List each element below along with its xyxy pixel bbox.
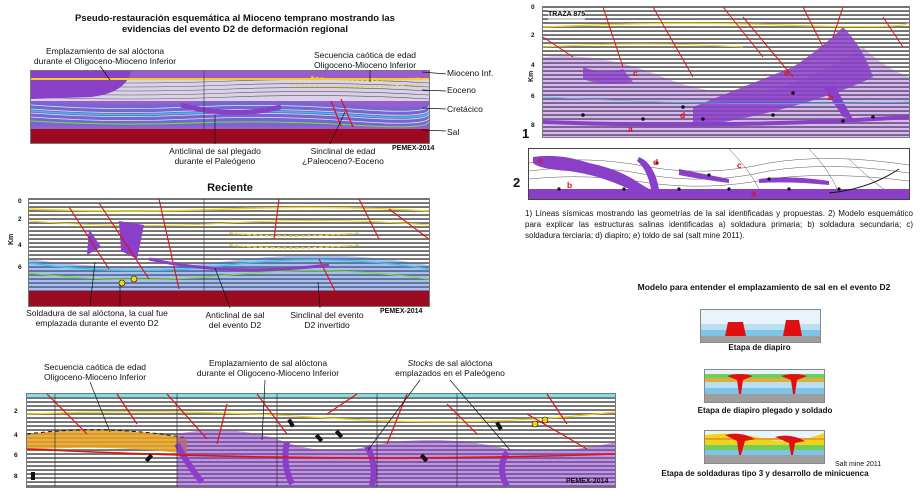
panel3-depth-6: 6 <box>14 452 18 459</box>
stage3-block <box>704 430 825 464</box>
panel1-sinclinal-label: Sinclinal de edad ¿Paleoceno?-Eoceno <box>288 146 398 166</box>
panel1-anticlinal-line2: durante el Paleógeno <box>174 156 256 166</box>
stage3-svg <box>705 431 824 463</box>
right-seismic-svg <box>543 7 909 137</box>
model-letter-a: a <box>751 188 756 198</box>
right-depth-8: 8 <box>531 122 535 129</box>
panel3-stocks-label: Stocks de sal alóctona emplazados en el … <box>390 358 510 378</box>
right-model-svg <box>529 149 909 199</box>
panel3-section <box>26 393 616 488</box>
panel3-depth-4: 4 <box>14 432 18 439</box>
seismic-letter-c: c <box>633 68 638 78</box>
panel3-credit: PEMEX-2014 <box>566 478 609 485</box>
panel2-credit: PEMEX-2014 <box>380 308 423 315</box>
panel2-soldadura-line2: emplazada durante el evento D2 <box>35 318 159 328</box>
panel2-section <box>28 198 430 307</box>
right-depth-0: 0 <box>531 4 535 11</box>
panel3-depth-8: 8 <box>14 473 18 480</box>
stage1-block <box>700 309 821 343</box>
legend-mioceno: Mioceno Inf. <box>447 68 493 78</box>
panel2-anticlinal-line1: Anticlinal de sal <box>205 310 265 320</box>
right-traza-label: TRAZA 875 <box>548 10 586 20</box>
panel3-secuencia-label: Secuencia caótica de edad Oligoceno-Mioc… <box>25 362 165 382</box>
figure-number-2: 2 <box>513 175 521 190</box>
stage3-caption: Etapa de soldaduras tipo 3 y desarrollo … <box>661 469 869 478</box>
seismic-letter-d: d <box>680 110 686 120</box>
legend-cretacico: Cretácico <box>447 104 483 114</box>
panel1-title: Pseudo-restauración esquemática al Mioce… <box>70 13 400 35</box>
panel2-soldadura-line1: Soldadura de sal alóctona, la cual fue <box>26 308 168 318</box>
panel2-sinclinal-label: Sinclinal del evento D2 invertido <box>282 310 372 330</box>
legend-leader-lines <box>421 71 447 132</box>
panel1-section-svg <box>31 71 429 143</box>
panel2-depth-2: 2 <box>18 216 22 223</box>
stage2-block <box>704 369 825 403</box>
panel1-anticlinal-label: Anticlinal de sal plegado durante el Pal… <box>160 146 270 166</box>
legend-eoceno: Eoceno <box>447 85 476 95</box>
panel2-soldadura-label: Soldadura de sal alóctona, la cual fue e… <box>12 308 182 328</box>
panel1-title-line2: evidencias del evento D2 de deformación … <box>122 24 348 35</box>
panel3-emplazamiento-line2: durante el Oligoceno-Mioceno Inferior <box>196 368 340 378</box>
stage1-caption: Etapa de diapiro <box>728 343 791 352</box>
panel3-section-svg <box>27 394 615 487</box>
stage2-svg <box>705 370 824 402</box>
panel2-anticlinal-label: Anticlinal de sal del evento D2 <box>190 310 280 330</box>
panel3-stocks-italic: Stocks <box>407 358 433 368</box>
panel1-emplazamiento-line2: durante el Oligoceno-Mioceno Inferior <box>33 56 177 66</box>
legend-sal: Sal <box>447 127 459 137</box>
panel1-title-line1: Pseudo-restauración esquemática al Mioce… <box>75 13 395 24</box>
panel2-title: Reciente <box>207 182 253 194</box>
panel2-sinclinal-line1: Sinclinal del evento <box>290 310 364 320</box>
model-letter-c: c <box>737 160 742 170</box>
model-letter-e: e <box>538 155 543 165</box>
panel1-section <box>30 70 430 144</box>
panel1-secuencia-label: Secuencia caótica de edad Oligoceno-Mioc… <box>300 50 430 70</box>
model-title: Modelo para entender el emplazamiento de… <box>637 282 891 292</box>
stage1-svg <box>701 310 820 342</box>
stage2-caption: Etapa de diapiro plegado y soldado <box>697 406 833 415</box>
panel3-stocks-line1: Stocks de sal alóctona <box>390 358 510 368</box>
right-depth-2: 2 <box>531 32 535 39</box>
panel3-secuencia-line2: Oligoceno-Mioceno Inferior <box>43 372 147 382</box>
panel1-secuencia-line2: Oligoceno-Mioceno Inferior <box>313 60 417 70</box>
right-depth-4: 4 <box>531 62 535 69</box>
panel2-anticlinal-line2: del evento D2 <box>208 320 262 330</box>
legend-sal-text: Sal <box>447 127 460 137</box>
panel3-secuencia-line1: Secuencia caótica de edad <box>43 362 147 372</box>
panel1-sinclinal-line2: ¿Paleoceno?-Eoceno <box>302 156 384 166</box>
right-seismic-section <box>542 6 910 138</box>
panel3-emplazamiento-label: Emplazamiento de sal alóctona durante el… <box>188 358 348 378</box>
panel2-depth-0: 0 <box>18 198 22 205</box>
panel2-depth-6: 6 <box>18 264 22 271</box>
right-model-section <box>528 148 910 200</box>
figure-caption: 1) Líneas sísmicas mostrando las geometr… <box>525 209 913 240</box>
panel2-section-svg <box>29 199 429 306</box>
legend-eoceno-text: Eoceno <box>447 85 476 95</box>
panel1-anticlinal-line1: Anticlinal de sal plegado <box>169 146 261 156</box>
right-km-label: Km <box>528 70 535 82</box>
panel1-secuencia-line1: Secuencia caótica de edad <box>313 50 417 60</box>
seismic-letter-b: b <box>828 92 834 102</box>
figure-number-1: 1 <box>522 126 530 141</box>
seismic-letter-a: a <box>628 124 633 134</box>
model-letter-d: d <box>653 157 659 167</box>
panel3-emplazamiento-line1: Emplazamiento de sal alóctona <box>208 358 328 368</box>
panel3-depth-2: 2 <box>14 408 18 415</box>
panel3-stocks-line2: emplazados en el Paleógeno <box>395 368 505 378</box>
panel1-credit: PEMEX-2014 <box>392 145 435 152</box>
model-credit: Salt mine 2011 <box>835 461 882 468</box>
panel1-sinclinal-line1: Sinclinal de edad <box>310 146 376 156</box>
panel2-sinclinal-line2: D2 invertido <box>304 320 350 330</box>
panel2-km-label: Km <box>8 233 15 245</box>
right-depth-6: 6 <box>531 93 535 100</box>
legend-mioceno-text: Mioceno Inf. <box>447 68 494 78</box>
panel1-emplazamiento-label: Emplazamiento de sal alóctona durante el… <box>30 46 180 66</box>
panel3-stocks-rest: de sal alóctona <box>432 358 493 368</box>
panel2-depth-4: 4 <box>18 242 22 249</box>
seismic-letter-e: e <box>784 68 789 78</box>
model-letter-b: b <box>567 180 573 190</box>
panel1-emplazamiento-line1: Emplazamiento de sal alóctona <box>45 46 165 56</box>
legend-cretacico-text: Cretácico <box>447 104 483 114</box>
